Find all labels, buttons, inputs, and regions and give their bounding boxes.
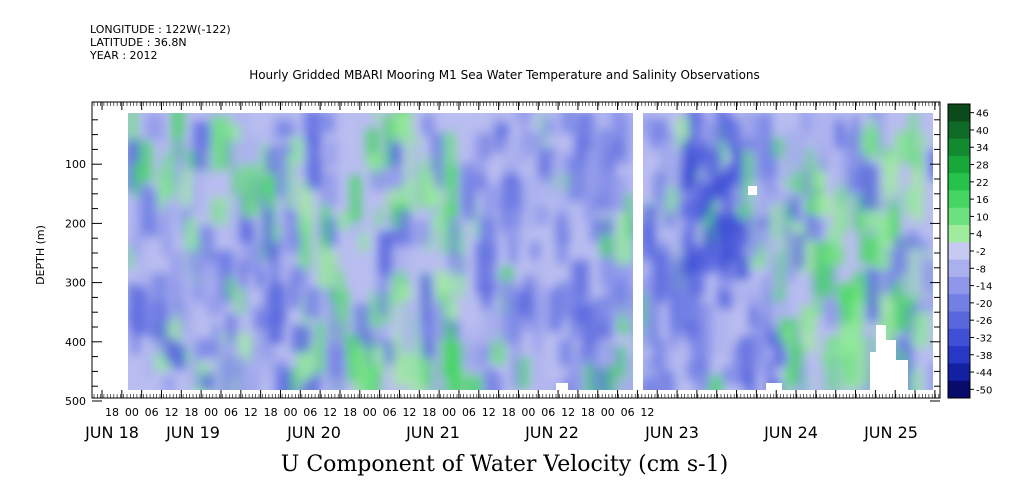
x-hour-tick-label: 00 [521, 406, 535, 419]
heatmap-data-area [128, 113, 933, 390]
colorbar-label: 22 [976, 178, 989, 189]
x-hour-tick-label: 00 [125, 406, 139, 419]
x-hour-tick-label: 18 [343, 406, 357, 419]
colorbar-label: -2 [976, 247, 986, 258]
colorbar-swatch [948, 294, 970, 313]
x-day-label: JUN 22 [524, 423, 579, 442]
colorbar-label: 46 [976, 109, 989, 120]
x-day-label: JUN 21 [405, 423, 460, 442]
x-hour-tick-label: 00 [283, 406, 297, 419]
colorbar-label: -32 [976, 333, 992, 344]
x-hour-tick-label: 06 [145, 406, 159, 419]
x-hour-tick-label: 06 [383, 406, 397, 419]
x-hour-tick-label: 12 [402, 406, 416, 419]
x-hour-tick-label: 00 [204, 406, 218, 419]
latitude-label: LATITUDE : 36.8N [90, 36, 187, 49]
x-hour-tick-label: 12 [561, 406, 575, 419]
bottom-title: U Component of Water Velocity (cm s-1) [280, 452, 729, 477]
chart-title: Hourly Gridded MBARI Mooring M1 Sea Wate… [249, 68, 760, 82]
x-day-label: JUN 19 [165, 423, 220, 442]
x-hour-tick-label: 18 [581, 406, 595, 419]
x-day-label: JUN 25 [863, 423, 918, 442]
colorbar-swatch [948, 225, 970, 243]
y-tick-label: 500 [65, 395, 86, 408]
year-label: YEAR : 2012 [90, 49, 158, 62]
colorbar-label: 4 [976, 230, 982, 241]
colorbar-swatch [948, 138, 970, 157]
x-hour-tick-label: 06 [462, 406, 476, 419]
colorbar-label: 40 [976, 126, 989, 137]
colorbar-swatch [948, 311, 970, 330]
y-tick-label: 400 [65, 336, 86, 349]
x-hour-tick-label: 18 [264, 406, 278, 419]
x-hour-tick-label: 00 [442, 406, 456, 419]
colorbar-swatch [948, 104, 970, 122]
colorbar-label: 34 [976, 143, 989, 154]
colorbar-label: 28 [976, 161, 989, 172]
colorbar-label: -14 [976, 282, 992, 293]
x-hour-tick-label: 06 [224, 406, 238, 419]
x-hour-tick-label: 18 [105, 406, 119, 419]
colorbar-swatch [948, 190, 970, 209]
y-tick-label: 100 [65, 158, 86, 171]
colorbar-swatch [948, 242, 970, 261]
colorbar-swatch [948, 380, 970, 399]
x-hour-tick-label: 12 [164, 406, 178, 419]
x-day-label: JUN 24 [763, 423, 818, 442]
colorbar-swatch [948, 207, 970, 226]
colorbar-swatch [948, 155, 970, 174]
colorbar-swatch [948, 328, 970, 347]
y-tick-label: 200 [65, 217, 86, 230]
colorbar-label: 10 [976, 212, 989, 223]
x-day-label: JUN 18 [84, 423, 139, 442]
x-hour-tick-label: 18 [502, 406, 516, 419]
x-hour-tick-label: 12 [640, 406, 654, 419]
colorbar-swatch [948, 346, 970, 364]
colorbar-label: -50 [976, 385, 992, 396]
x-hour-tick-label: 06 [541, 406, 555, 419]
x-day-label: JUN 20 [286, 423, 341, 442]
colorbar-swatch [948, 121, 970, 140]
colorbar-label: -20 [976, 299, 992, 310]
x-day-label: JUN 23 [644, 423, 699, 442]
x-hour-tick-label: 12 [244, 406, 258, 419]
y-tick-label: 300 [65, 277, 86, 290]
colorbar: 46 40 34 28 22 16 10 4 -2 -8 -14 -20 -26 -32 -38 -44 -50 [947, 103, 992, 399]
y-axis-label: DEPTH (m) [34, 225, 47, 285]
colorbar-label: 16 [976, 195, 989, 206]
x-hour-tick-label: 18 [422, 406, 436, 419]
colorbar-label: -38 [976, 351, 992, 362]
colorbar-swatch [948, 276, 970, 295]
colorbar-label: -26 [976, 316, 992, 327]
x-hour-tick-label: 06 [303, 406, 317, 419]
x-hour-tick-label: 18 [184, 406, 198, 419]
longitude-label: LONGITUDE : 122W(-122) [90, 23, 231, 36]
x-hour-tick-label: 00 [363, 406, 377, 419]
x-hour-tick-label: 12 [323, 406, 337, 419]
colorbar-swatch [948, 173, 970, 191]
x-hour-tick-label: 06 [621, 406, 635, 419]
colorbar-label: -8 [976, 264, 986, 275]
x-hour-tick-label: 00 [601, 406, 615, 419]
x-hour-tick-label: 12 [482, 406, 496, 419]
colorbar-label: -44 [976, 368, 992, 379]
colorbar-swatch [948, 363, 970, 382]
colorbar-swatch [948, 259, 970, 278]
